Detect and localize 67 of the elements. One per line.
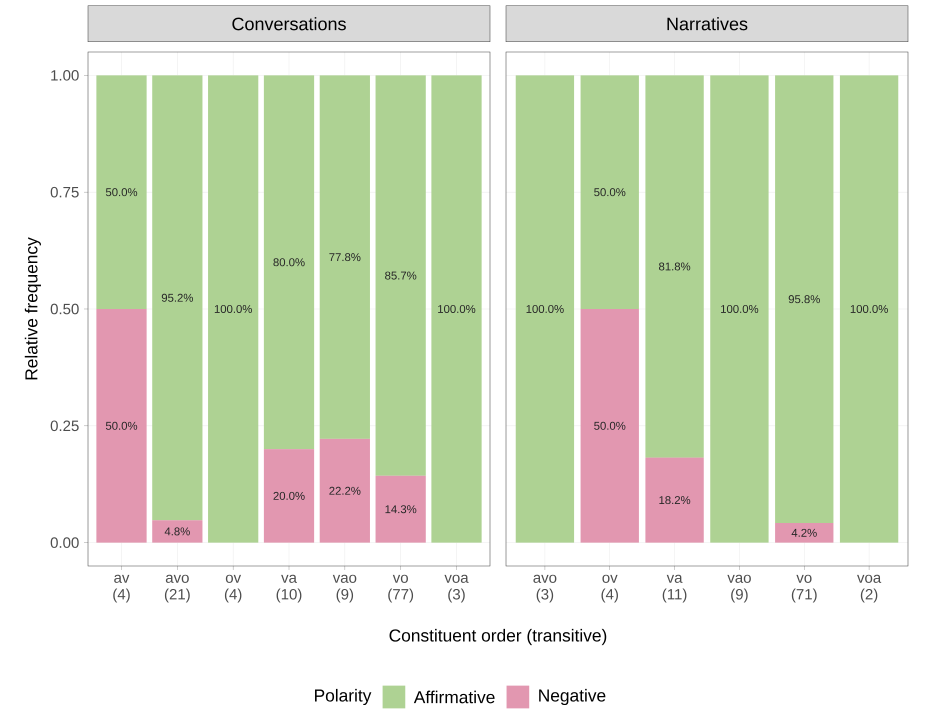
bar [645,458,704,543]
data-label: 81.8% [659,262,690,270]
bar [516,75,574,543]
y-tick-label: 0.00 [50,537,79,548]
bar [376,476,426,543]
bar [264,449,314,543]
data-label: 50.0% [106,188,138,196]
x-axis-title: Constituent order (transitive) [390,628,606,646]
bar [710,75,769,543]
data-label: 4.2% [792,528,817,537]
legend-label: Negative [539,688,606,706]
x-tick-label: ov (4) [602,574,618,603]
bar [645,75,704,458]
x-tick-label: voa (3) [444,574,469,603]
bar [96,308,147,543]
chart-title: Conversations [232,17,346,30]
data-label: 100.0% [438,304,476,313]
legend-title: Polarity [315,688,372,706]
bar [775,522,834,543]
chart-title: Narratives [667,17,748,30]
x-tick-label: voa (2) [857,574,882,603]
data-label: 100.0% [850,304,888,313]
x-tick-label: ov (4) [224,574,242,603]
x-tick-label: va (11) [662,574,686,603]
x-tick-label: vao (9) [727,574,751,603]
data-label: 95.2% [162,294,194,302]
data-label: 50.0% [594,422,626,430]
data-label: 50.0% [594,188,626,196]
bar [320,438,370,543]
y-axis-title: Relative frequency [24,237,41,380]
y-tick-label: 0.75 [50,186,79,198]
data-label: 85.7% [385,272,416,280]
bar [376,75,426,476]
data-label: 14.3% [385,505,416,514]
data-label: 18.2% [659,496,690,504]
x-tick-label: va (10) [276,574,302,603]
x-tick-label: vao (9) [332,574,356,603]
bar [580,308,639,543]
data-label: 22.2% [329,486,361,495]
y-tick-label: 0.50 [50,304,79,314]
x-tick-label: vo (77) [388,574,414,603]
x-tick-label: avo (3) [533,574,556,603]
bar [264,75,314,450]
data-label: 50.0% [106,422,138,430]
bar [320,75,370,439]
x-tick-label: av (4) [113,574,130,603]
bar [152,520,202,543]
data-label: 4.8% [164,527,190,536]
data-label: 100.0% [721,304,758,313]
bar [208,75,258,543]
x-tick-label: vo (71) [792,574,817,603]
bar [580,75,639,309]
data-label: 77.8% [329,253,361,262]
bar [152,75,202,520]
data-label: 100.0% [526,304,564,313]
y-tick-label: 1.00 [51,70,79,81]
legend-label: Affirmative [414,690,495,704]
bar [96,75,147,309]
bar [775,75,834,523]
y-tick-label: 0.25 [50,420,79,432]
x-tick-label: avo (21) [164,574,190,603]
data-label: 80.0% [273,258,305,266]
bar [431,75,482,543]
data-label: 100.0% [214,304,252,313]
data-label: 95.8% [788,295,820,304]
bar [840,75,898,543]
data-label: 20.0% [274,492,305,500]
